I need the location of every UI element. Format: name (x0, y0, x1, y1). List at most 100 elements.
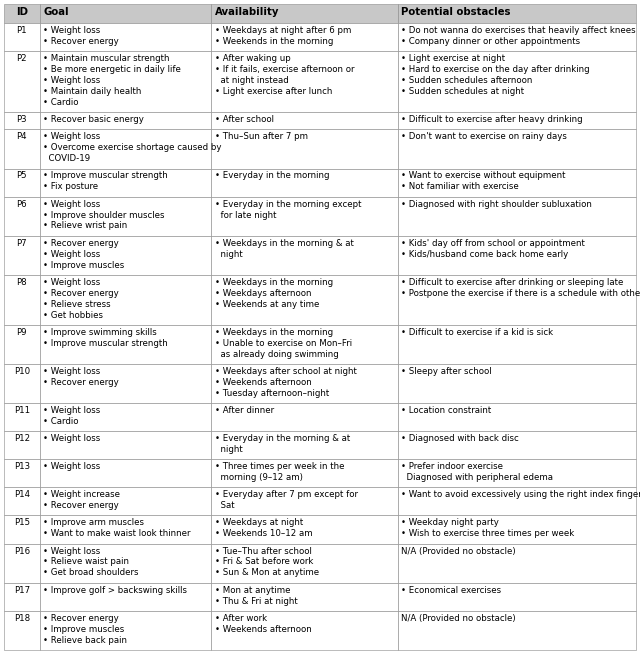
Text: • Weight increase
• Recover energy: • Weight increase • Recover energy (44, 490, 120, 510)
Bar (4, 112, 40, 129)
Text: • After work
• Weekends afternoon: • After work • Weekends afternoon (215, 613, 312, 634)
Bar (211, 23, 397, 51)
Text: • Everyday in the morning: • Everyday in the morning (215, 171, 330, 181)
Bar (40, 459, 211, 487)
Bar (397, 51, 636, 112)
Bar (4, 515, 40, 543)
Bar (397, 275, 636, 325)
Bar (211, 611, 397, 650)
Text: • Three times per week in the
  morning (9–12 am): • Three times per week in the morning (9… (215, 462, 344, 482)
Bar (40, 275, 211, 325)
Text: P5: P5 (17, 171, 27, 181)
Bar (40, 325, 211, 364)
Bar (40, 23, 211, 51)
Bar (40, 4, 211, 23)
Bar (397, 364, 636, 404)
Text: • Location constraint: • Location constraint (401, 406, 492, 415)
Bar (4, 487, 40, 515)
Text: • Weight loss
• Improve shoulder muscles
• Relieve wrist pain: • Weight loss • Improve shoulder muscles… (44, 199, 164, 230)
Bar (4, 129, 40, 169)
Bar (211, 4, 397, 23)
Text: • Everyday in the morning & at
  night: • Everyday in the morning & at night (215, 434, 350, 455)
Bar (211, 431, 397, 459)
Bar (40, 611, 211, 650)
Text: • Weight loss
• Recover energy: • Weight loss • Recover energy (44, 26, 119, 46)
Text: • Weekday night party
• Wish to exercise three times per week: • Weekday night party • Wish to exercise… (401, 519, 575, 538)
Bar (40, 431, 211, 459)
Text: P14: P14 (14, 490, 30, 500)
Bar (4, 23, 40, 51)
Text: • Improve golf > backswing skills: • Improve golf > backswing skills (44, 585, 188, 594)
Text: • Weight loss
• Recover energy: • Weight loss • Recover energy (44, 367, 119, 387)
Text: • Weekdays after school at night
• Weekends afternoon
• Tuesday afternoon–night: • Weekdays after school at night • Weeke… (215, 367, 357, 398)
Bar (40, 129, 211, 169)
Bar (397, 4, 636, 23)
Bar (4, 275, 40, 325)
Bar (4, 611, 40, 650)
Text: • Difficult to exercise after heavy drinking: • Difficult to exercise after heavy drin… (401, 115, 583, 124)
Text: • Kids' day off from school or appointment
• Kids/husband come back home early: • Kids' day off from school or appointme… (401, 239, 586, 258)
Text: P2: P2 (17, 54, 27, 63)
Bar (397, 515, 636, 543)
Bar (397, 487, 636, 515)
Text: • Weekdays at night after 6 pm
• Weekends in the morning: • Weekdays at night after 6 pm • Weekend… (215, 26, 351, 46)
Text: • Want to avoid excessively using the right index finger: • Want to avoid excessively using the ri… (401, 490, 640, 500)
Bar (397, 112, 636, 129)
Text: • Everyday in the morning except
  for late night: • Everyday in the morning except for lat… (215, 199, 362, 220)
Bar (211, 487, 397, 515)
Bar (211, 235, 397, 275)
Bar (4, 459, 40, 487)
Text: • Improve swimming skills
• Improve muscular strength: • Improve swimming skills • Improve musc… (44, 328, 168, 348)
Text: • Recover basic energy: • Recover basic energy (44, 115, 144, 124)
Text: • After dinner: • After dinner (215, 406, 274, 415)
Text: • Weekdays in the morning
• Unable to exercise on Mon–Fri
  as already doing swi: • Weekdays in the morning • Unable to ex… (215, 328, 352, 359)
Text: • Diagnosed with back disc: • Diagnosed with back disc (401, 434, 519, 443)
Bar (40, 487, 211, 515)
Text: ID: ID (16, 7, 28, 17)
Text: P16: P16 (14, 547, 30, 555)
Bar (397, 583, 636, 611)
Bar (4, 51, 40, 112)
Bar (40, 364, 211, 404)
Text: • Difficult to exercise if a kid is sick: • Difficult to exercise if a kid is sick (401, 328, 554, 337)
Bar (211, 364, 397, 404)
Text: • Weekdays in the morning
• Weekdays afternoon
• Weekends at any time: • Weekdays in the morning • Weekdays aft… (215, 278, 333, 309)
Bar (211, 325, 397, 364)
Bar (397, 459, 636, 487)
Bar (40, 235, 211, 275)
Bar (397, 23, 636, 51)
Bar (397, 169, 636, 197)
Bar (4, 364, 40, 404)
Text: P18: P18 (14, 613, 30, 623)
Text: P11: P11 (14, 406, 30, 415)
Text: • After school: • After school (215, 115, 274, 124)
Bar (4, 543, 40, 583)
Text: • Recover energy
• Weight loss
• Improve muscles: • Recover energy • Weight loss • Improve… (44, 239, 125, 269)
Bar (40, 543, 211, 583)
Bar (397, 197, 636, 235)
Bar (40, 515, 211, 543)
Text: Goal: Goal (44, 7, 69, 17)
Text: P6: P6 (17, 199, 27, 209)
Text: P7: P7 (17, 239, 27, 248)
Bar (397, 611, 636, 650)
Bar (4, 583, 40, 611)
Bar (211, 129, 397, 169)
Text: • Prefer indoor exercise
  Diagnosed with peripheral edema: • Prefer indoor exercise Diagnosed with … (401, 462, 554, 482)
Bar (397, 325, 636, 364)
Bar (211, 543, 397, 583)
Bar (4, 197, 40, 235)
Bar (211, 459, 397, 487)
Text: Availability: Availability (215, 7, 280, 17)
Text: P13: P13 (14, 462, 30, 472)
Text: N/A (Provided no obstacle): N/A (Provided no obstacle) (401, 613, 516, 623)
Text: • After waking up
• If it fails, exercise afternoon or
  at night instead
• Ligh: • After waking up • If it fails, exercis… (215, 54, 355, 96)
Bar (4, 4, 40, 23)
Text: • Weight loss
• Relieve waist pain
• Get broad shoulders: • Weight loss • Relieve waist pain • Get… (44, 547, 139, 577)
Text: • Improve muscular strength
• Fix posture: • Improve muscular strength • Fix postur… (44, 171, 168, 192)
Text: • Weight loss
• Overcome exercise shortage caused by
  COVID-19: • Weight loss • Overcome exercise shorta… (44, 132, 222, 164)
Bar (40, 197, 211, 235)
Text: • Diagnosed with right shoulder subluxation: • Diagnosed with right shoulder subluxat… (401, 199, 592, 209)
Bar (211, 51, 397, 112)
Text: P4: P4 (17, 132, 27, 141)
